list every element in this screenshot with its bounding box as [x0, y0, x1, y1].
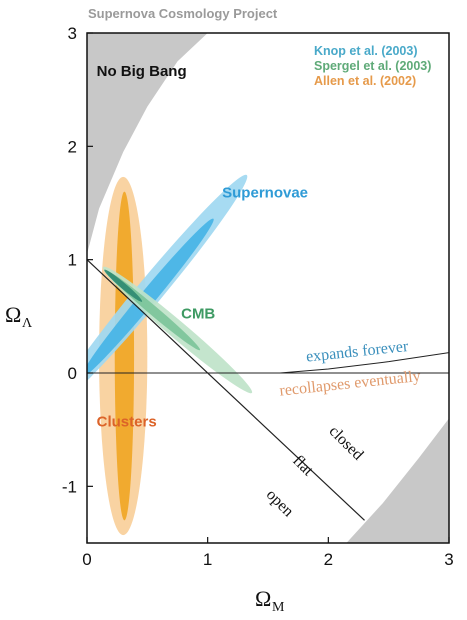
cmb-core-contour — [104, 269, 143, 302]
boundary-label: expands forever — [305, 338, 410, 366]
y-axis-symbol: Ω — [5, 302, 21, 327]
legend-entry: Allen et al. (2002) — [314, 74, 416, 88]
excluded-region-lower-right — [346, 418, 449, 543]
y-tick-label: 0 — [68, 364, 77, 383]
flat-universe-line — [87, 259, 365, 521]
plot-area — [87, 33, 449, 543]
no-big-bang-region — [87, 33, 208, 254]
clusters-inner-contour — [114, 191, 135, 521]
no-big-bang-label: No Big Bang — [97, 63, 187, 80]
chart-title: Supernova Cosmology Project — [88, 6, 278, 21]
x-axis-label: Ω M — [255, 586, 285, 615]
geometry-label: flat — [289, 452, 316, 479]
y-tick-label: -1 — [62, 477, 77, 496]
y-tick-label: 3 — [68, 24, 77, 43]
y-axis-subscript: Λ — [22, 316, 33, 331]
x-tick-label: 0 — [82, 550, 91, 569]
x-axis-subscript: M — [272, 600, 285, 615]
x-axis-symbol: Ω — [255, 586, 271, 611]
x-tick-label: 1 — [203, 550, 212, 569]
legend-entry: Knop et al. (2003) — [314, 44, 418, 58]
region-label: Clusters — [97, 413, 157, 430]
legend: Knop et al. (2003)Spergel et al. (2003)A… — [314, 44, 431, 88]
axis-ticks: 0 1 2 3 3 2 1 0 -1 — [62, 24, 454, 569]
plot-frame — [86, 32, 450, 544]
y-axis-label: Ω Λ — [5, 302, 33, 331]
y-tick-label: 1 — [68, 251, 77, 270]
geometry-label: open — [263, 486, 297, 520]
legend-entry: Spergel et al. (2003) — [314, 59, 431, 73]
geometry-label: closed — [326, 423, 367, 464]
x-tick-label: 3 — [444, 550, 453, 569]
x-tick-label: 2 — [324, 550, 333, 569]
y-tick-label: 2 — [68, 137, 77, 156]
region-label: CMB — [181, 306, 215, 323]
expansion-boundary-line — [280, 352, 449, 374]
region-label: Supernovae — [222, 184, 308, 201]
